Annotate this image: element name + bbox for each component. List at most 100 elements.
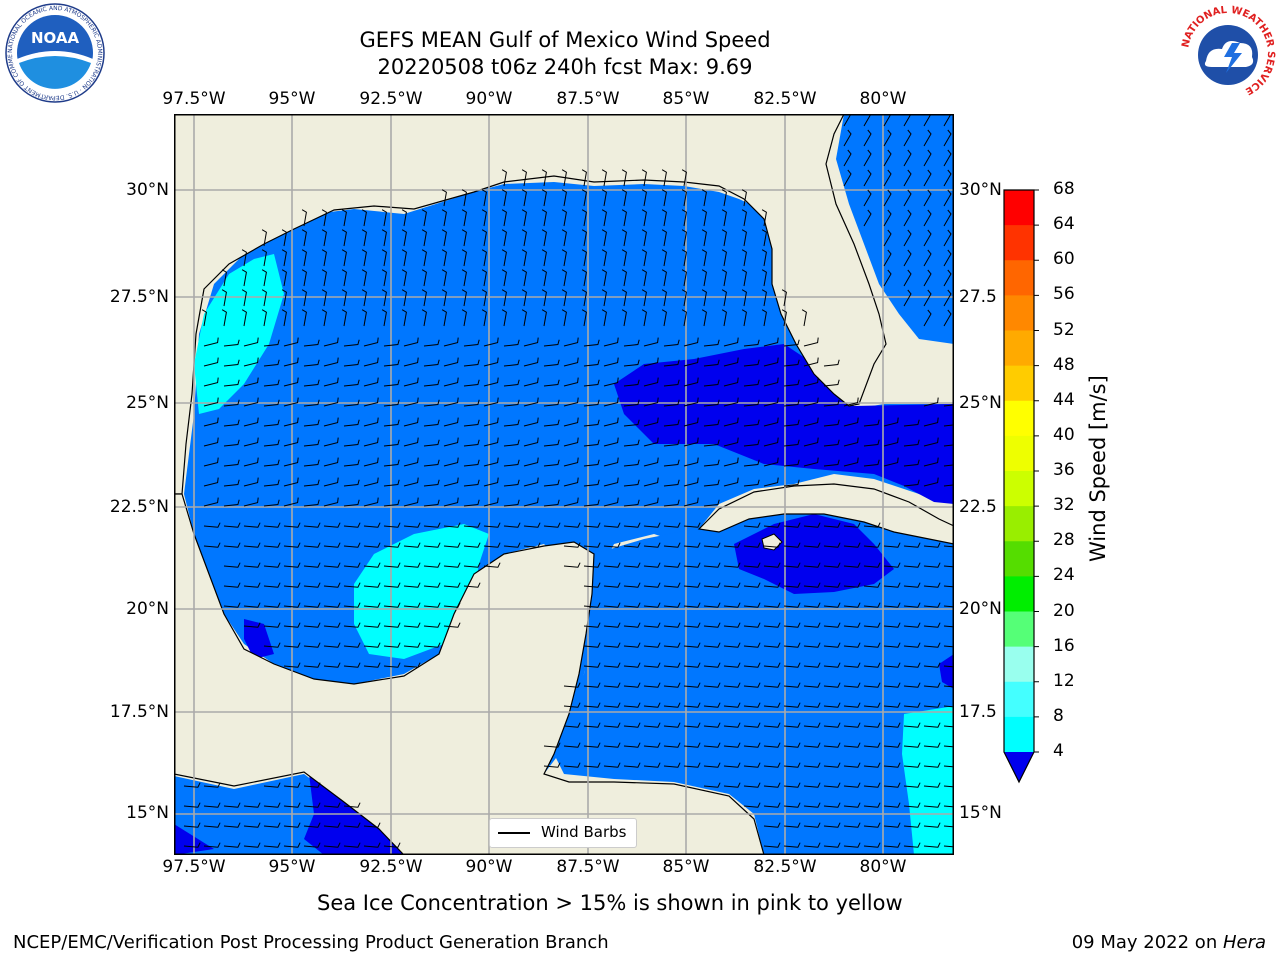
wind-barb <box>383 602 401 608</box>
wind-barb <box>843 522 861 528</box>
wind-barb <box>443 377 459 387</box>
wind-barb <box>223 359 240 367</box>
wind-barb <box>363 622 381 628</box>
wind-barb <box>281 249 287 267</box>
wind-barb <box>563 477 579 487</box>
wind-barb <box>283 457 299 467</box>
wind-barb <box>341 209 347 227</box>
wind-barb <box>503 459 520 467</box>
colorbar-tick-label: 56 <box>1053 284 1075 305</box>
lon-label-top: 97.5°W <box>162 89 226 109</box>
wind-barb <box>943 484 954 487</box>
noaa-logo-text: NOAA <box>31 29 80 47</box>
wind-barb <box>721 189 727 207</box>
wind-barb <box>643 542 661 548</box>
wind-barb <box>723 782 741 788</box>
wind-barb <box>943 114 952 127</box>
wind-barb <box>823 399 840 407</box>
wind-barb <box>583 339 600 347</box>
wind-barb <box>401 249 407 267</box>
wind-barb <box>723 562 741 568</box>
wind-barb <box>283 782 301 788</box>
wind-barb <box>501 249 507 267</box>
wind-barb <box>203 397 219 407</box>
wind-barb <box>263 642 281 648</box>
wind-barb <box>643 682 661 688</box>
wind-barb <box>903 289 912 307</box>
wind-barb <box>923 249 932 267</box>
wind-barb <box>843 562 861 568</box>
colorbar-label: Wind Speed [m/s] <box>1086 375 1110 562</box>
wind-barb <box>303 822 321 828</box>
wind-barb <box>343 822 361 828</box>
wind-barb <box>323 542 341 548</box>
wind-barb <box>703 642 721 648</box>
wind-barb <box>621 269 627 287</box>
wind-barb <box>763 542 781 548</box>
wind-barb <box>623 542 641 548</box>
wind-barb <box>863 439 880 447</box>
wind-barb <box>701 229 707 247</box>
lon-label-bottom: 97.5°W <box>162 857 226 877</box>
wind-barb <box>723 742 741 748</box>
wind-barb <box>703 742 721 748</box>
wind-barb <box>763 842 781 848</box>
wind-barb <box>503 439 520 447</box>
wind-barb <box>943 765 954 768</box>
wind-barb <box>803 522 821 528</box>
wind-barb <box>943 685 954 688</box>
wind-barb <box>563 522 581 528</box>
wind-barb <box>863 129 872 147</box>
wind-barb <box>643 437 659 447</box>
wind-barb <box>563 682 581 688</box>
wind-barb <box>543 459 560 467</box>
wind-barb <box>943 545 954 548</box>
lon-label-top: 85°W <box>662 89 710 109</box>
wind-barb <box>563 497 579 507</box>
wind-barb <box>363 522 381 528</box>
wind-barb <box>263 479 280 487</box>
wind-barb <box>763 522 781 528</box>
wind-barb <box>263 499 280 507</box>
wind-barb <box>383 562 401 568</box>
wind-barb <box>621 289 627 307</box>
wind-barb <box>683 662 701 668</box>
wind-barb <box>903 479 920 487</box>
wind-barb <box>823 459 840 467</box>
wind-barb <box>423 522 441 528</box>
lon-label-top: 95°W <box>268 89 316 109</box>
wind-barb <box>643 497 659 507</box>
wind-barb <box>341 289 347 307</box>
wind-barb <box>603 522 621 528</box>
legend: Wind Barbs <box>489 818 637 848</box>
wind-barb <box>443 522 461 528</box>
wind-barb <box>883 114 892 127</box>
wind-barb <box>383 622 401 628</box>
wind-barb <box>823 762 841 768</box>
wind-barb <box>303 582 321 588</box>
wind-barb <box>863 522 881 528</box>
wind-barb <box>721 209 727 227</box>
wind-barb <box>683 522 701 528</box>
wind-barb <box>603 357 619 367</box>
wind-barb <box>363 562 381 568</box>
wind-barb <box>343 499 360 507</box>
wind-barb <box>303 499 320 507</box>
wind-barb <box>703 419 720 427</box>
wind-barb <box>403 437 419 447</box>
wind-barb <box>803 762 821 768</box>
wind-barb <box>763 742 781 748</box>
wind-barb <box>943 585 954 588</box>
wind-barb <box>483 562 501 568</box>
wind-barb <box>763 702 781 708</box>
wind-barb <box>561 169 567 187</box>
wind-barb <box>501 229 507 247</box>
wind-barb <box>423 459 440 467</box>
wind-barb <box>263 339 280 347</box>
wind-barb <box>923 642 941 648</box>
wind-barb <box>743 339 760 347</box>
wind-barb <box>843 582 861 588</box>
wind-barb <box>203 822 221 828</box>
wind-barb <box>341 229 347 247</box>
wind-barb <box>643 662 661 668</box>
